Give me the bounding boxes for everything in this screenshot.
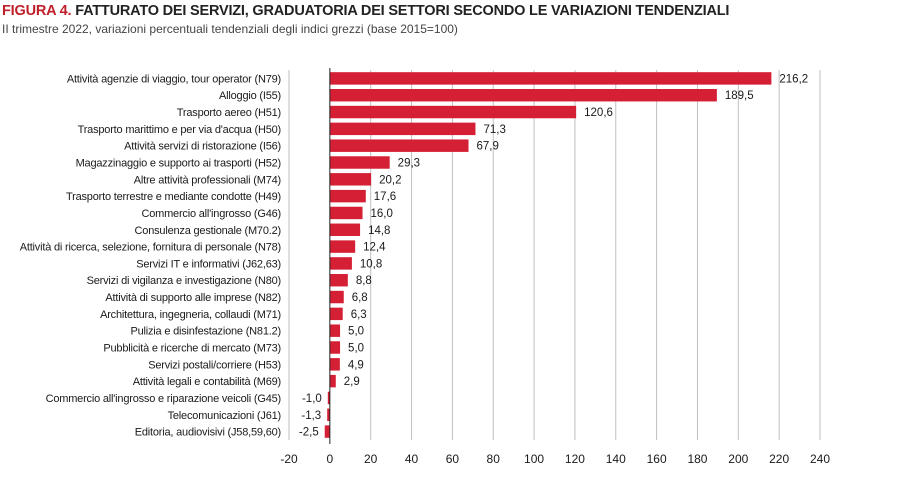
bar bbox=[329, 139, 469, 152]
data-label: 2,9 bbox=[344, 376, 360, 388]
figure-label: FIGURA 4. bbox=[2, 3, 72, 19]
category-label: Attività di supporto alle imprese (N82) bbox=[105, 292, 281, 304]
bar bbox=[329, 307, 343, 321]
category-label: Architettura, ingegneria, collaudi (M71) bbox=[100, 309, 281, 321]
bar bbox=[329, 173, 372, 186]
bar bbox=[329, 374, 336, 388]
data-label: 4,9 bbox=[348, 359, 364, 371]
category-label: Attività di ricerca, selezione, fornitur… bbox=[20, 242, 281, 254]
x-tick-label: 240 bbox=[810, 452, 830, 466]
data-label: -1,3 bbox=[301, 410, 321, 422]
category-label: Attività legali e contabilità (M69) bbox=[133, 376, 281, 388]
data-label: 17,6 bbox=[374, 191, 396, 203]
category-label: Servizi di vigilanza e investigazione (N… bbox=[87, 275, 281, 287]
x-tick-label: 20 bbox=[364, 452, 378, 466]
chart-title: FIGURA 4. FATTURATO DEI SERVIZI, GRADUAT… bbox=[2, 3, 729, 19]
x-tick-label: 220 bbox=[769, 452, 789, 466]
category-label: Trasporto aereo (H51) bbox=[177, 107, 281, 119]
category-label: Servizi IT e informativi (J62,63) bbox=[136, 258, 281, 270]
data-label: -2,5 bbox=[299, 427, 319, 439]
data-label: 120,6 bbox=[584, 107, 613, 119]
category-label: Attività agenzie di viaggio, tour operat… bbox=[67, 73, 281, 85]
category-label: Servizi postali/corriere (H53) bbox=[148, 359, 281, 371]
x-tick-label: 200 bbox=[728, 452, 748, 466]
category-label: Pulizia e disinfestazione (N81.2) bbox=[130, 326, 281, 338]
x-tick-label: 100 bbox=[524, 452, 544, 466]
x-tick-label: 140 bbox=[606, 452, 626, 466]
data-label: 71,3 bbox=[483, 124, 505, 136]
figure-title: FATTURATO DEI SERVIZI, GRADUATORIA DEI S… bbox=[75, 3, 730, 19]
data-label: 29,3 bbox=[398, 158, 420, 170]
bar bbox=[329, 324, 341, 337]
x-tick-label: 160 bbox=[647, 452, 667, 466]
x-tick-label: -20 bbox=[280, 452, 298, 466]
x-tick-label: 120 bbox=[565, 452, 585, 466]
x-tick-label: 0 bbox=[327, 452, 334, 466]
bar bbox=[327, 408, 330, 421]
category-label: Pubblicità e ricerche di mercato (M73) bbox=[103, 343, 281, 355]
bar bbox=[329, 240, 356, 253]
bar bbox=[329, 223, 361, 236]
category-label: Telecomunicazioni (J61) bbox=[168, 410, 281, 422]
bar bbox=[327, 391, 330, 405]
bar bbox=[329, 290, 344, 304]
category-label: Attività servizi di ristorazione (I56) bbox=[124, 141, 281, 153]
data-label: 12,4 bbox=[363, 242, 386, 254]
bar bbox=[324, 425, 330, 438]
category-label: Trasporto terrestre e mediante condotte … bbox=[66, 191, 281, 203]
data-label: -1,0 bbox=[302, 393, 322, 405]
bar bbox=[329, 274, 348, 287]
category-label: Commercio all'ingrosso (G46) bbox=[141, 208, 281, 220]
category-label: Consulenza gestionale (M70.2) bbox=[135, 225, 281, 237]
bar bbox=[329, 257, 352, 270]
bar bbox=[329, 105, 577, 119]
category-label: Editoria, audiovisivi (J58,59,60) bbox=[135, 427, 281, 439]
data-label: 14,8 bbox=[368, 225, 390, 237]
bar bbox=[329, 156, 390, 169]
bar bbox=[329, 89, 717, 102]
x-tick-label: 60 bbox=[446, 452, 460, 466]
chart-subtitle: II trimestre 2022, variazioni percentual… bbox=[2, 22, 458, 36]
data-label: 6,3 bbox=[351, 309, 367, 321]
data-label: 6,8 bbox=[352, 292, 368, 304]
category-label: Commercio all'ingrosso e riparazione vei… bbox=[46, 393, 281, 405]
data-label: 5,0 bbox=[348, 326, 364, 338]
x-tick-label: 180 bbox=[687, 452, 707, 466]
x-tick-label: 80 bbox=[487, 452, 501, 466]
category-label: Trasporto marittimo e per via d'acqua (H… bbox=[78, 124, 281, 136]
data-label: 20,2 bbox=[379, 174, 401, 186]
data-label: 10,8 bbox=[360, 258, 382, 270]
data-label: 8,8 bbox=[356, 275, 372, 287]
bar bbox=[329, 341, 341, 354]
data-label: 5,0 bbox=[348, 343, 364, 355]
bar bbox=[329, 122, 476, 136]
bar bbox=[329, 72, 772, 85]
category-label: Magazzinaggio e supporto ai trasporti (H… bbox=[76, 158, 281, 170]
bar bbox=[329, 206, 363, 220]
x-tick-label: 40 bbox=[405, 452, 419, 466]
data-label: 216,2 bbox=[779, 73, 808, 85]
bar bbox=[329, 358, 340, 371]
category-label: Altre attività professionali (M74) bbox=[134, 174, 281, 186]
data-label: 16,0 bbox=[371, 208, 393, 220]
data-label: 189,5 bbox=[725, 90, 754, 102]
category-label: Alloggio (I55) bbox=[219, 90, 281, 102]
bar bbox=[329, 189, 366, 203]
data-label: 67,9 bbox=[477, 141, 499, 153]
